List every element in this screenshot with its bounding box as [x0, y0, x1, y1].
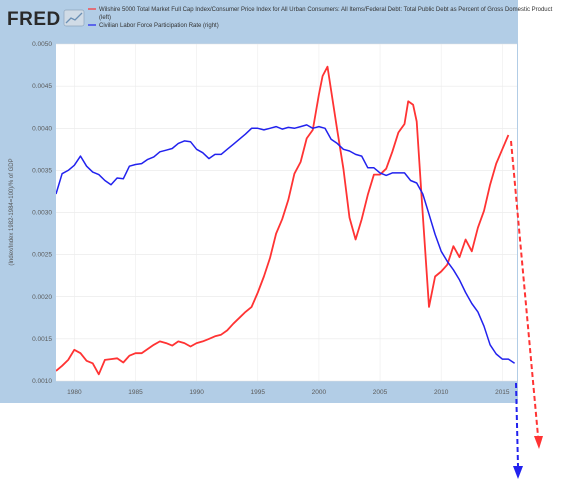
y-tick-label: 0.0015 — [32, 336, 52, 343]
legend-label-blue: Civilian Labor Force Participation Rate … — [99, 23, 219, 29]
y-tick-label: 0.0010 — [32, 378, 52, 385]
x-tick-label: 1980 — [67, 389, 82, 396]
x-tick-label: 1990 — [189, 389, 204, 396]
header: FRED Wilshire 5000 Total Market Full Cap… — [7, 7, 553, 30]
y-tick-label: 0.0050 — [32, 41, 52, 48]
x-tick-label: 2000 — [312, 389, 327, 396]
y-tick-label: 0.0030 — [32, 210, 52, 217]
x-tick-label: 2005 — [373, 389, 388, 396]
series-line-labor-participation — [56, 124, 516, 364]
legend-label-red-extra: (left) — [99, 15, 111, 21]
series-layer — [56, 65, 516, 376]
y-tick-label: 0.0020 — [32, 294, 52, 301]
chart-trend-icon — [63, 9, 85, 27]
red-dashed-arrow — [510, 140, 543, 449]
fred-logo-text: FRED — [7, 9, 61, 30]
y-tick-label: 0.0040 — [32, 125, 52, 132]
series-line-wilshire-ratio — [56, 65, 510, 376]
y-tick-label: 0.0045 — [32, 83, 52, 90]
y-tick-label: 0.0035 — [32, 167, 52, 174]
y-axis-ticks: 0.0010 0.0015 0.0020 0.0025 0.0030 0.0035 0.00… — [32, 41, 52, 385]
x-tick-label: 1985 — [128, 389, 143, 396]
x-tick-label: 2010 — [434, 389, 449, 396]
blue-dashed-arrow — [513, 382, 523, 479]
legend-label-red: Wilshire 5000 Total Market Full Cap Inde… — [99, 7, 553, 13]
y-axis-label: (Index/Index 1982-1984=100)/% of GDP — [9, 158, 15, 265]
y-tick-label: 0.0025 — [32, 252, 52, 259]
x-tick-label: 1995 — [251, 389, 266, 396]
x-tick-label: 2015 — [495, 389, 510, 396]
x-axis-ticks: 1980 1985 1990 1995 2000 2005 2010 2015 — [67, 389, 510, 396]
